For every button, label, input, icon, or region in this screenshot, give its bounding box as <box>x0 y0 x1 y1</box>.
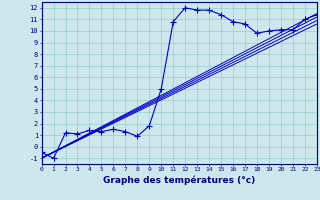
X-axis label: Graphe des températures (°c): Graphe des températures (°c) <box>103 175 255 185</box>
